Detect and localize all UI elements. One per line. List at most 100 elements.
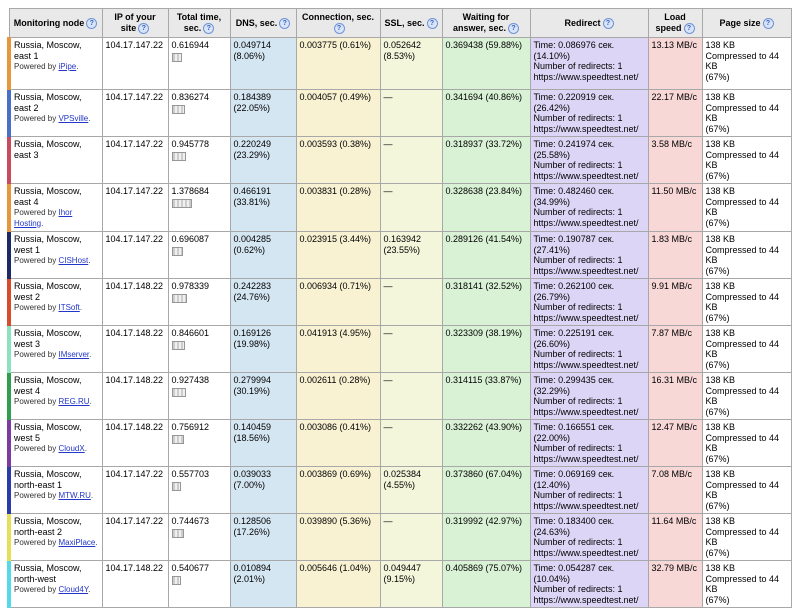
total-time-bar xyxy=(171,246,183,256)
help-info-icon[interactable]: ? xyxy=(333,22,345,34)
total-time-cell: 0.945778 xyxy=(167,136,231,184)
column-header-speed: Load speed? xyxy=(647,8,703,38)
waiting-cell: 0.373860 (67.04%) xyxy=(441,466,531,514)
column-header-ip: IP of your site? xyxy=(101,8,169,38)
waiting-cell: 0.318141 (32.52%) xyxy=(441,278,531,326)
table-row: Russia, Moscow, east 4 Powered by Ihor Ho… xyxy=(7,183,792,232)
load-speed-cell: 9.91 MB/c xyxy=(647,278,703,326)
powered-by-link[interactable]: VPSville xyxy=(58,114,89,123)
total-time-cell: 0.836274 xyxy=(167,89,231,137)
column-header-conn: Connection, sec.? xyxy=(295,8,381,38)
total-time-bar xyxy=(171,293,187,303)
dns-cell: 0.169126 (19.98%) xyxy=(229,325,297,373)
redirect-cell: Time: 0.086976 сек. (14.10%) Number of r… xyxy=(529,37,649,90)
node-name: Russia, Moscow, east 1 xyxy=(14,40,82,61)
column-header-dns: DNS, sec.? xyxy=(229,8,297,38)
redirect-cell: Time: 0.262100 сек. (26.79%) Number of r… xyxy=(529,278,649,326)
total-time-bar xyxy=(171,481,181,491)
powered-by: Powered by CloudX. xyxy=(14,444,87,453)
connection-cell: 0.006934 (0.71%) xyxy=(295,278,381,326)
dns-cell: 0.279994 (30.19%) xyxy=(229,372,297,420)
column-label: IP of your site xyxy=(114,12,156,33)
column-label: Page size xyxy=(719,17,761,28)
help-info-icon[interactable]: ? xyxy=(279,17,291,29)
help-info-icon[interactable]: ? xyxy=(762,17,774,29)
powered-by-link[interactable]: CloudX xyxy=(58,444,85,453)
connection-cell: 0.003775 (0.61%) xyxy=(295,37,381,90)
column-label: Waiting for answer, sec. xyxy=(452,12,510,33)
column-header-wait: Waiting for answer, sec.? xyxy=(441,8,531,38)
powered-by-link[interactable]: REG.RU xyxy=(58,397,90,406)
node-cell: Russia, Moscow, north-east 1 Powered by M… xyxy=(7,466,103,514)
waiting-cell: 0.328638 (23.84%) xyxy=(441,183,531,232)
page-size-cell: 138 KB Compressed to 44 KB (67%) xyxy=(701,37,792,90)
powered-by-link[interactable]: iPipe xyxy=(58,62,77,71)
ssl-cell: — xyxy=(379,325,443,373)
help-info-icon[interactable]: ? xyxy=(508,22,520,34)
ip-cell: 104.17.147.22 xyxy=(101,183,169,232)
node-cell: Russia, Moscow, west 3 Powered by IMserve… xyxy=(7,325,103,373)
ssl-cell: 0.049447 (9.15%) xyxy=(379,560,443,608)
waiting-cell: 0.323309 (38.19%) xyxy=(441,325,531,373)
column-header-ssl: SSL, sec.? xyxy=(379,8,443,38)
powered-by-link[interactable]: Cloud4Y xyxy=(58,585,89,594)
column-label: Connection, sec. xyxy=(301,12,374,23)
powered-by-link[interactable]: Ihor Hosting xyxy=(14,208,73,228)
page-size-cell: 138 KB Compressed to 44 KB (67%) xyxy=(701,136,792,184)
ssl-cell: 0.163942 (23.55%) xyxy=(379,231,443,279)
ip-cell: 104.17.147.22 xyxy=(101,513,169,561)
column-label: DNS, sec. xyxy=(235,17,278,28)
ssl-cell: — xyxy=(379,372,443,420)
help-info-icon[interactable]: ? xyxy=(86,17,98,29)
load-speed-cell: 11.50 MB/c xyxy=(647,183,703,232)
ip-cell: 104.17.148.22 xyxy=(101,419,169,467)
powered-by-link[interactable]: MaxiPlace xyxy=(58,538,96,547)
help-info-icon[interactable]: ? xyxy=(203,22,215,34)
powered-by-link[interactable]: CISHost xyxy=(58,256,89,265)
redirect-cell: Time: 0.069169 сек. (12.40%) Number of r… xyxy=(529,466,649,514)
help-info-icon[interactable]: ? xyxy=(138,22,150,34)
total-time-bar xyxy=(171,52,182,62)
help-info-icon[interactable]: ? xyxy=(426,17,438,29)
total-time-cell: 0.978339 xyxy=(167,278,231,326)
ip-cell: 104.17.148.22 xyxy=(101,278,169,326)
table-row: Russia, Moscow, west 5 Powered by CloudX.… xyxy=(7,419,792,467)
help-info-icon[interactable]: ? xyxy=(683,22,695,34)
table-row: Russia, Moscow, west 4 Powered by REG.RU.… xyxy=(7,372,792,420)
column-label: SSL, sec. xyxy=(384,17,425,28)
load-speed-cell: 7.87 MB/c xyxy=(647,325,703,373)
load-speed-cell: 16.31 MB/c xyxy=(647,372,703,420)
node-cell: Russia, Moscow, east 3 xyxy=(7,136,103,184)
connection-cell: 0.002611 (0.28%) xyxy=(295,372,381,420)
help-info-icon[interactable]: ? xyxy=(602,17,614,29)
waiting-cell: 0.369438 (59.88%) xyxy=(441,37,531,90)
monitoring-results-table: Monitoring node? IP of your site? Total ti… xyxy=(7,8,792,608)
powered-by: Powered by Ihor Hosting. xyxy=(14,208,73,228)
connection-cell: 0.023915 (3.44%) xyxy=(295,231,381,279)
ssl-cell: 0.025384 (4.55%) xyxy=(379,466,443,514)
column-header-node: Monitoring node? xyxy=(8,8,103,38)
total-time-bar xyxy=(171,198,192,208)
dns-cell: 0.004285 (0.62%) xyxy=(229,231,297,279)
powered-by-link[interactable]: IMserver xyxy=(58,350,90,359)
powered-by: Powered by Cloud4Y. xyxy=(14,585,91,594)
node-cell: Russia, Moscow, west 5 Powered by CloudX. xyxy=(7,419,103,467)
powered-by: Powered by ITSoft. xyxy=(14,303,83,312)
total-time-bar xyxy=(171,151,186,161)
total-time-value: 0.927438 xyxy=(171,375,210,385)
table-row: Russia, Moscow, east 1 Powered by iPipe. 1… xyxy=(7,37,792,90)
node-name: Russia, Moscow, north-east 2 xyxy=(14,516,82,537)
connection-cell: 0.003086 (0.41%) xyxy=(295,419,381,467)
table-row: Russia, Moscow, east 3 104.17.147.22 0.945… xyxy=(7,136,792,184)
load-speed-cell: 12.47 MB/c xyxy=(647,419,703,467)
connection-cell: 0.003869 (0.69%) xyxy=(295,466,381,514)
page-size-cell: 138 KB Compressed to 44 KB (67%) xyxy=(701,466,792,514)
dns-cell: 0.049714 (8.06%) xyxy=(229,37,297,90)
powered-by-link[interactable]: MTW.RU xyxy=(58,491,91,500)
page-size-cell: 138 KB Compressed to 44 KB (67%) xyxy=(701,560,792,608)
dns-cell: 0.466191 (33.81%) xyxy=(229,183,297,232)
redirect-cell: Time: 0.190787 сек. (27.41%) Number of r… xyxy=(529,231,649,279)
powered-by-link[interactable]: ITSoft xyxy=(58,303,80,312)
node-cell: Russia, Moscow, east 1 Powered by iPipe. xyxy=(7,37,103,90)
dns-cell: 0.242283 (24.76%) xyxy=(229,278,297,326)
